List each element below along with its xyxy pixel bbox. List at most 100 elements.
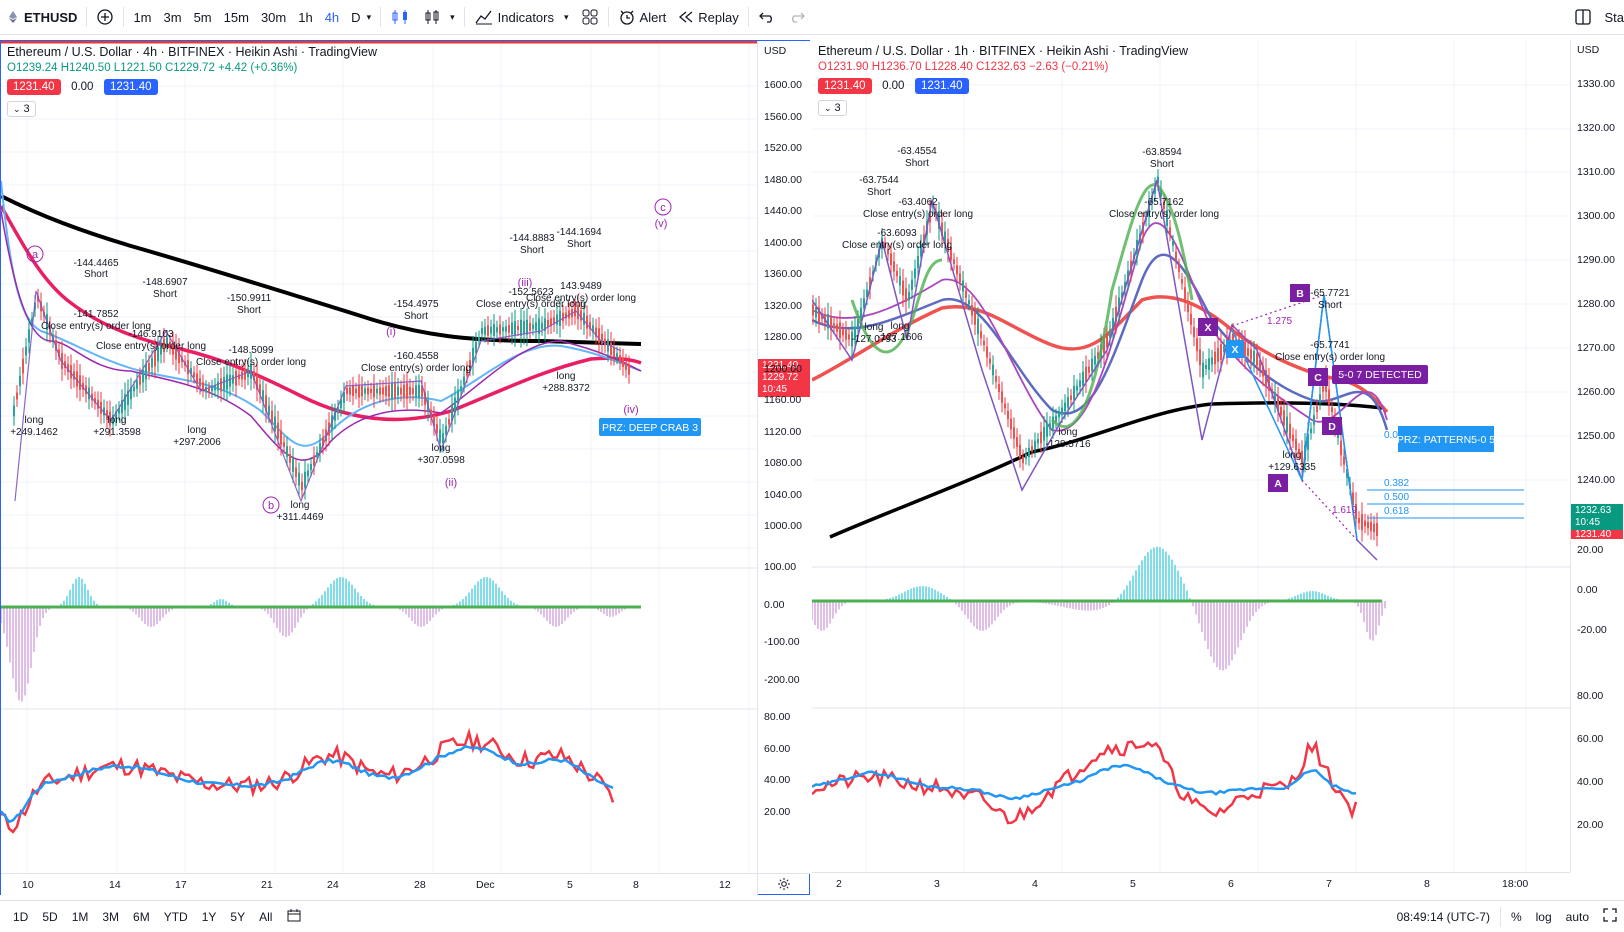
- redo-button[interactable]: [782, 0, 812, 34]
- candle-body: [67, 364, 69, 373]
- candle-body: [1361, 514, 1363, 530]
- ma-red-line: [1, 205, 642, 422]
- candle-body: [340, 399, 342, 409]
- candle-body: [496, 327, 498, 333]
- alert-button[interactable]: Alert: [612, 0, 673, 34]
- log-toggle[interactable]: log: [1535, 909, 1552, 924]
- range-ytd[interactable]: YTD: [163, 909, 188, 924]
- range-1m[interactable]: 1M: [71, 909, 89, 924]
- candle-body: [580, 310, 582, 321]
- candle-body: [616, 353, 618, 358]
- interval-4h[interactable]: 4h: [324, 9, 340, 25]
- right-ohlc: O1231.90 H1236.70 L1228.40 C1232.63 −2.6…: [818, 61, 1188, 73]
- candle-body: [487, 325, 489, 336]
- interval-5m[interactable]: 5m: [193, 9, 212, 25]
- range-5y[interactable]: 5Y: [230, 909, 246, 924]
- interval-15m[interactable]: 15m: [223, 9, 249, 25]
- candle-body: [319, 442, 321, 454]
- candle-body: [1319, 394, 1321, 403]
- bar-style-button[interactable]: [384, 0, 416, 34]
- candle-body: [1013, 427, 1015, 439]
- left-price-scale[interactable]: USD 1231.40 1229.72 10:45 1600.00 1560.00…: [757, 41, 810, 873]
- indicators-button[interactable]: Indicators ▾: [468, 0, 575, 34]
- plus-circle-icon: [96, 8, 114, 26]
- goto-date-button[interactable]: [279, 908, 309, 925]
- candle-body: [1115, 306, 1117, 322]
- auto-toggle[interactable]: auto: [1565, 909, 1589, 924]
- range-1y[interactable]: 1Y: [201, 909, 217, 924]
- range-6m[interactable]: 6M: [133, 909, 150, 924]
- percent-toggle[interactable]: %: [1510, 909, 1522, 924]
- candle-body: [1010, 418, 1012, 430]
- candle-body: [436, 424, 438, 433]
- right-time-axis[interactable]: 2 3 4 5 6 7 8 18:00: [812, 872, 1570, 895]
- candle-body: [346, 388, 348, 394]
- indicators-collapse-button[interactable]: ⌄ 3: [818, 100, 847, 116]
- settings-button[interactable]: [757, 873, 810, 896]
- candle-body: [181, 357, 183, 362]
- symbol-search[interactable]: ETHUSD: [0, 0, 83, 34]
- range-5d[interactable]: 5D: [42, 909, 58, 924]
- buy-button[interactable]: 1231.40: [103, 79, 158, 95]
- candle-body: [136, 380, 138, 389]
- undo-button[interactable]: [752, 0, 782, 34]
- replay-button[interactable]: Replay: [672, 0, 744, 34]
- candle-body: [1055, 415, 1057, 422]
- candle-body: [1103, 338, 1105, 354]
- range-3m[interactable]: 3M: [102, 909, 120, 924]
- candle-body: [223, 377, 225, 390]
- price-tick: 1400.00: [764, 236, 802, 249]
- layout-split-button[interactable]: [1568, 0, 1598, 34]
- candle-body: [941, 222, 943, 237]
- candle-body: [1046, 423, 1048, 437]
- price-tick: 1290.00: [1577, 254, 1615, 266]
- trade-annotation: -141.7852: [73, 309, 118, 320]
- interval-1m[interactable]: 1m: [133, 9, 152, 25]
- interval-1h[interactable]: 1h: [298, 9, 313, 25]
- buy-button[interactable]: 1231.40: [914, 78, 969, 94]
- left-title: Ethereum / U.S. Dollar · 4h · BITFINEX ·…: [7, 45, 378, 59]
- trade-annotation: Short: [520, 245, 544, 256]
- candle-body: [1025, 454, 1027, 459]
- trade-annotation: long: [25, 415, 44, 426]
- point-x-blue: X: [1231, 344, 1238, 356]
- left-time-axis[interactable]: 10 14 17 21 24 28 Dec 5 8 12: [1, 873, 757, 896]
- interval-d[interactable]: D ▾: [345, 0, 377, 34]
- candle-body: [1340, 440, 1342, 456]
- indicators-collapse-button[interactable]: ⌄ 3: [7, 101, 36, 117]
- start-button[interactable]: Sta: [1604, 9, 1624, 25]
- chart-type-dropdown[interactable]: ▾: [416, 0, 461, 34]
- right-price-scale[interactable]: USD 1232.63 10:45 1231.40 1330.00 1320.00…: [1570, 40, 1623, 872]
- interval-3m[interactable]: 3m: [163, 9, 182, 25]
- candle-body: [13, 405, 15, 417]
- sell-button[interactable]: 1231.40: [818, 78, 872, 94]
- compare-symbol-button[interactable]: [90, 0, 120, 34]
- right-chart-panel[interactable]: -63.4554 Short -63.7544 Short -63.4062 Close …: [812, 40, 1624, 895]
- left-chart-panel[interactable]: -144.4465 Short -141.7852 Close entry(s) or…: [0, 40, 810, 896]
- alarm-clock-icon: [618, 8, 636, 26]
- candle-body: [1061, 407, 1063, 416]
- interval-30m[interactable]: 30m: [260, 9, 287, 25]
- low-value: L1221.50: [113, 62, 162, 74]
- range-all[interactable]: All: [259, 909, 273, 924]
- candle-body: [914, 268, 916, 279]
- candle-body: [214, 384, 216, 391]
- candle-body: [565, 312, 567, 319]
- candle-body: [106, 410, 108, 420]
- trade-annotation: -152.5623: [508, 287, 553, 298]
- oscillator-tick: 20.00: [1577, 544, 1604, 556]
- time-tick: 10: [22, 879, 34, 891]
- candle-body: [379, 387, 381, 395]
- candle-body: [1196, 338, 1198, 352]
- oscillator-histogram: [1, 577, 641, 702]
- layouts-button[interactable]: [575, 0, 605, 34]
- range-1d[interactable]: 1D: [13, 909, 29, 924]
- right-chart-canvas[interactable]: -63.4554Short-63.7544Short-63.4062Close …: [812, 40, 1570, 872]
- candle-body: [325, 429, 327, 442]
- sell-button[interactable]: 1231.40: [7, 79, 61, 95]
- wave-iv: (iv): [623, 404, 638, 416]
- clock-time[interactable]: 08:49:14 (UTC-7): [1396, 909, 1490, 924]
- separator: [86, 7, 88, 27]
- fullscreen-button[interactable]: [1596, 908, 1624, 925]
